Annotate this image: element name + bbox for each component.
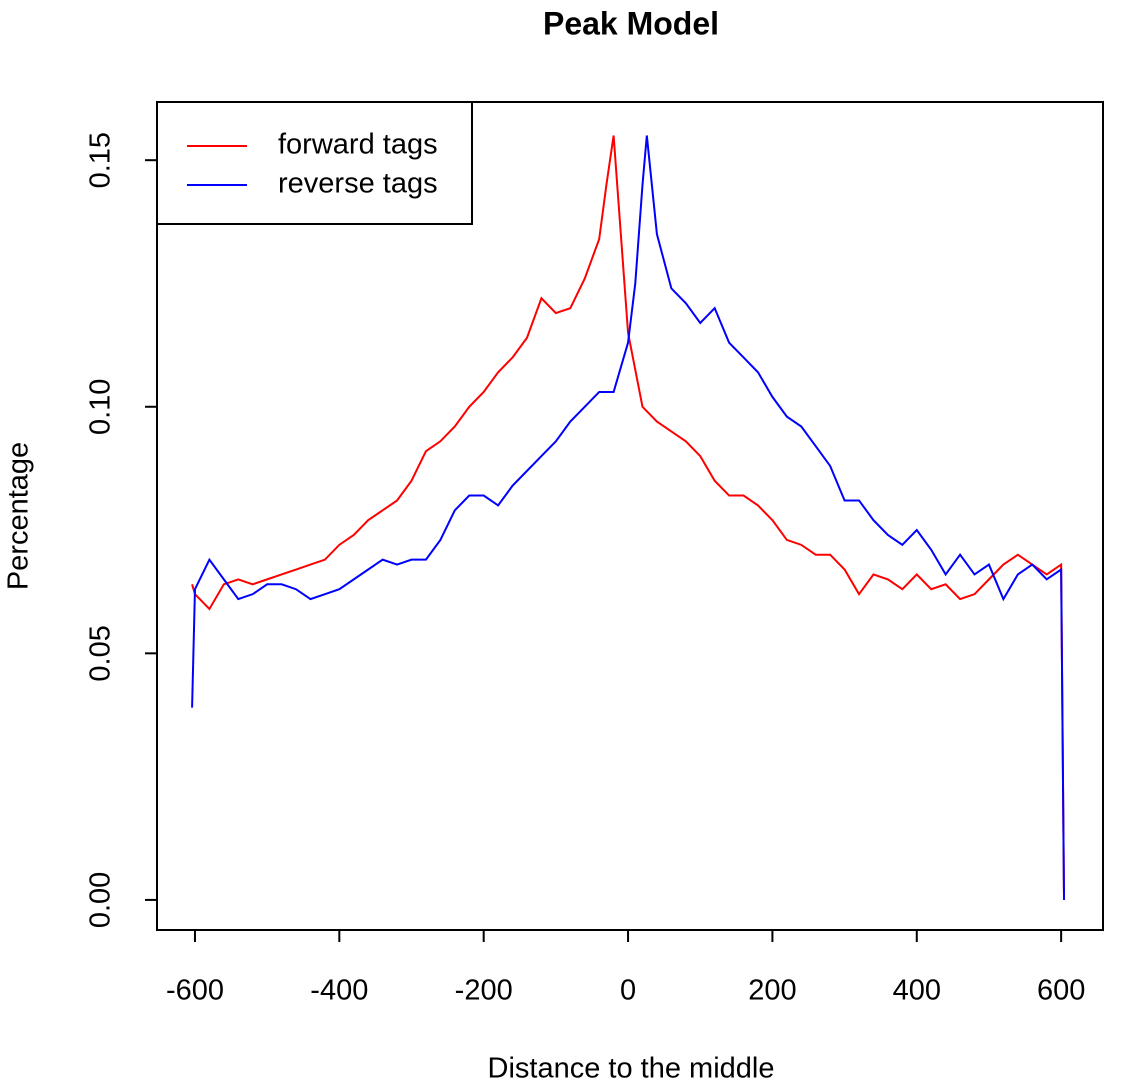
legend-label: reverse tags [278, 168, 438, 200]
y-tick-label: 0.15 [85, 132, 117, 188]
legend-label: forward tags [278, 129, 438, 161]
chart-title: Peak Model [543, 5, 719, 41]
y-tick-label: 0.00 [85, 872, 117, 928]
x-tick-label: -200 [455, 975, 513, 1007]
data-line [191, 135, 1066, 900]
x-tick-label: 400 [893, 975, 941, 1007]
data-line [191, 135, 1066, 900]
x-tick-label: -400 [310, 975, 368, 1007]
y-tick-label: 0.05 [85, 625, 117, 681]
y-axis-label: Percentage [3, 442, 35, 590]
y-tick-label: 0.10 [85, 379, 117, 435]
x-tick-label: -600 [166, 975, 224, 1007]
plot-frame [156, 101, 1104, 931]
x-axis-label: Distance to the middle [488, 1053, 775, 1085]
x-tick-label: 0 [620, 975, 636, 1007]
x-tick-label: 200 [748, 975, 796, 1007]
x-tick-label: 600 [1037, 975, 1085, 1007]
legend-box [156, 101, 473, 225]
